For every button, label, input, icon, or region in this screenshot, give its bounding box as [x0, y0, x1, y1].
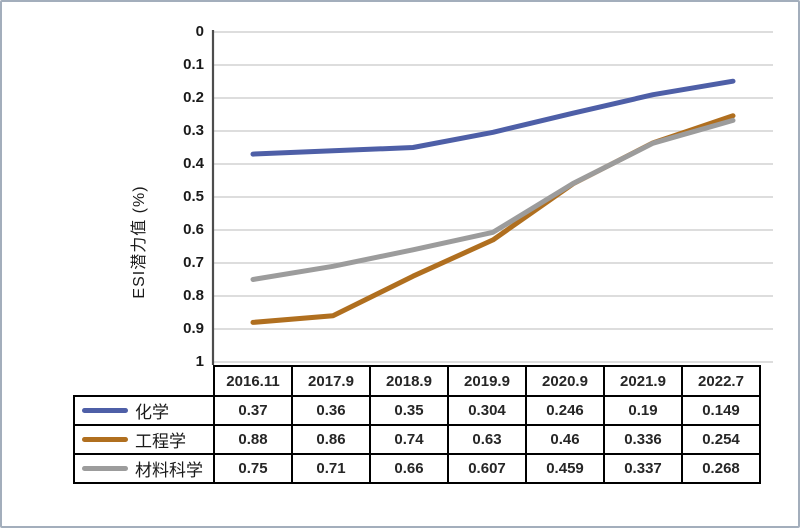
table-value-cell: 0.149 [681, 395, 761, 426]
legend-cell-engineering: 工程学 [73, 424, 215, 455]
table-corner-blank [74, 366, 214, 396]
legend-label: 材料科学 [135, 461, 203, 480]
table-value-cell: 0.46 [525, 424, 605, 455]
table-value-cell: 0.74 [369, 424, 449, 455]
table-header-cell: 2019.9 [447, 365, 527, 397]
y-tick-label: 0.9 [183, 320, 204, 337]
table-row: 工程学 0.88 0.86 0.74 0.63 0.46 0.336 0.254 [73, 424, 761, 455]
table-row: 材料科学 0.75 0.71 0.66 0.607 0.459 0.337 0.268 [73, 453, 761, 484]
legend-label: 化学 [135, 403, 169, 422]
legend-cell-materials-science: 材料科学 [73, 453, 215, 484]
table-value-cell: 0.88 [213, 424, 293, 455]
table-value-cell: 0.86 [291, 424, 371, 455]
table-value-cell: 0.607 [447, 453, 527, 484]
legend-label: 工程学 [135, 432, 186, 451]
legend-key-materials-science-icon [82, 466, 128, 471]
table-value-cell: 0.37 [213, 395, 293, 426]
y-tick-label: 0.7 [183, 254, 204, 271]
table-header-cell: 2017.9 [291, 365, 371, 397]
legend-key-engineering-icon [82, 437, 128, 442]
table-value-cell: 0.246 [525, 395, 605, 426]
table-value-cell: 0.35 [369, 395, 449, 426]
table-value-cell: 0.337 [603, 453, 683, 484]
y-tick-label: 0.1 [183, 56, 204, 73]
table-header-cell: 2020.9 [525, 365, 605, 397]
y-tick-label: 0.5 [183, 188, 204, 205]
y-tick-label: 0.3 [183, 122, 204, 139]
y-tick-label: 0.4 [183, 155, 204, 172]
series-line-materials-science [250, 117, 736, 282]
data-table-with-legend: 2016.11 2017.9 2018.9 2019.9 2020.9 2021.9 202… [73, 365, 761, 484]
table-header-cell: 2022.7 [681, 365, 761, 397]
legend-cell-chemistry: 化学 [73, 395, 215, 426]
y-tick-label: 1 [195, 353, 204, 370]
y-tick-label: 0.2 [183, 89, 204, 106]
table-header-cell: 2016.11 [213, 365, 293, 397]
table-value-cell: 0.75 [213, 453, 293, 484]
table-header-cell: 2018.9 [369, 365, 449, 397]
legend-key-chemistry-icon [82, 408, 128, 413]
table-value-cell: 0.71 [291, 453, 371, 484]
series-line-chemistry [250, 78, 736, 157]
table-row: 化学 0.37 0.36 0.35 0.304 0.246 0.19 0.149 [73, 395, 761, 426]
table-value-cell: 0.63 [447, 424, 527, 455]
table-value-cell: 0.254 [681, 424, 761, 455]
table-value-cell: 0.459 [525, 453, 605, 484]
table-value-cell: 0.36 [291, 395, 371, 426]
series-line-engineering [250, 113, 736, 325]
y-tick-label: 0 [195, 23, 204, 40]
table-value-cell: 0.19 [603, 395, 683, 426]
y-tick-label: 0.6 [183, 221, 204, 238]
table-value-cell: 0.268 [681, 453, 761, 484]
y-tick-label: 0.8 [183, 287, 204, 304]
table-value-cell: 0.66 [369, 453, 449, 484]
table-value-cell: 0.304 [447, 395, 527, 426]
table-value-cell: 0.336 [603, 424, 683, 455]
table-header-cell: 2021.9 [603, 365, 683, 397]
